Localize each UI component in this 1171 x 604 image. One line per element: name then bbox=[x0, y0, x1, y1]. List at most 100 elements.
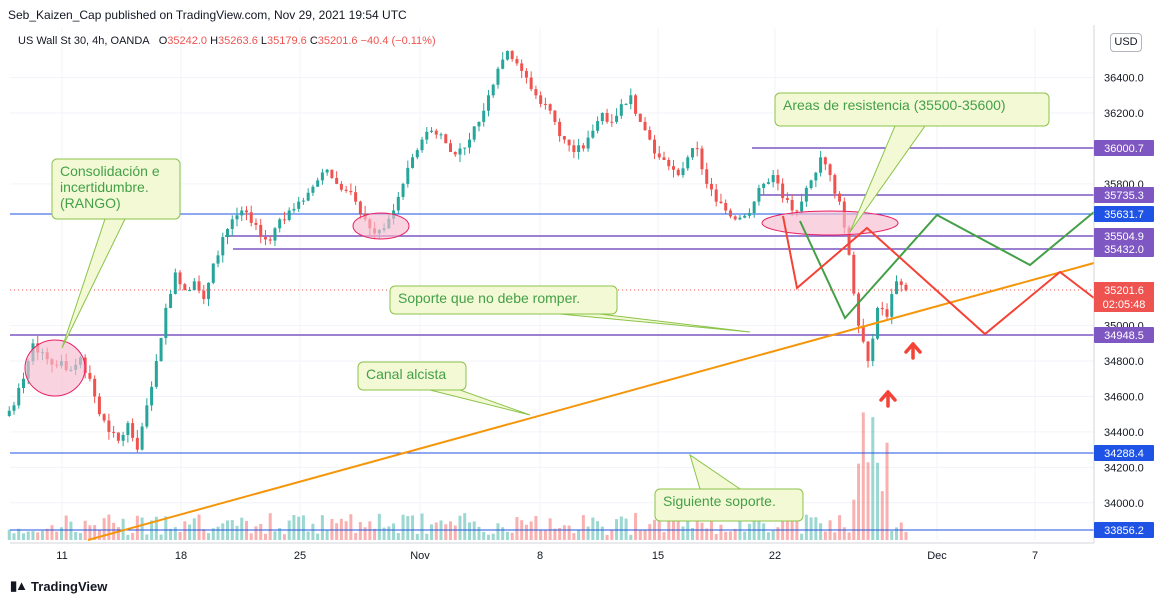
candle-body bbox=[330, 169, 334, 178]
candle-body bbox=[411, 157, 415, 168]
volume-bar bbox=[619, 516, 623, 540]
candle-body bbox=[757, 187, 761, 202]
volume-bar bbox=[809, 517, 813, 540]
volume-bar bbox=[562, 525, 566, 540]
candle-body bbox=[287, 210, 291, 220]
candle-body bbox=[121, 434, 125, 441]
candle-body bbox=[202, 290, 206, 300]
current-price-box bbox=[1094, 282, 1154, 312]
candle-body bbox=[866, 341, 870, 362]
volume-bar bbox=[207, 533, 211, 540]
time-tick-label: 8 bbox=[537, 550, 543, 562]
channel-callout-pointer bbox=[429, 389, 531, 416]
candle-body bbox=[354, 192, 358, 202]
time-tick-label: 7 bbox=[1032, 550, 1038, 562]
candle-body bbox=[719, 201, 723, 203]
candle-body bbox=[790, 199, 794, 211]
candle-body bbox=[695, 148, 699, 150]
volume-bar bbox=[382, 527, 386, 540]
consolidation-callout-text: (RANGO) bbox=[60, 195, 121, 211]
volume-bar bbox=[145, 534, 149, 540]
candle-body bbox=[453, 152, 457, 155]
candle-body bbox=[543, 103, 547, 105]
candle-body bbox=[591, 130, 595, 138]
price-label-text: 34288.4 bbox=[1104, 448, 1144, 460]
volume-bar bbox=[131, 533, 135, 540]
volume-bar bbox=[752, 516, 756, 540]
volume-bar bbox=[690, 528, 694, 540]
candle-body bbox=[116, 432, 120, 441]
volume-bar bbox=[624, 518, 628, 540]
candle-body bbox=[634, 95, 638, 114]
volume-bar bbox=[842, 527, 846, 540]
candle-body bbox=[781, 183, 785, 199]
volume-bar bbox=[572, 533, 576, 540]
candle-body bbox=[88, 372, 92, 379]
channel-callout-box bbox=[357, 361, 467, 391]
candle-body bbox=[173, 272, 177, 294]
volume-bar bbox=[743, 531, 747, 540]
publisher-line: Seb_Kaizen_Cap published on TradingView.… bbox=[8, 8, 407, 22]
candle-body bbox=[847, 227, 851, 255]
volume-bar bbox=[306, 531, 310, 540]
volume-bar bbox=[510, 532, 514, 540]
volume-bar bbox=[577, 529, 581, 540]
time-tick-label: 22 bbox=[769, 550, 781, 562]
candle-body bbox=[752, 201, 756, 214]
channel-callout-text: Canal alcista bbox=[366, 366, 446, 382]
candle-body bbox=[268, 239, 272, 241]
volume-bar bbox=[472, 521, 476, 540]
price-label-box bbox=[1094, 187, 1154, 203]
tradingview-logo[interactable]: ▮▲ TradingView bbox=[10, 578, 107, 594]
volume-bar bbox=[596, 521, 600, 540]
candle-body bbox=[434, 130, 438, 135]
resistance-callout-box bbox=[774, 92, 1050, 127]
volume-bar bbox=[7, 529, 11, 540]
candle-body bbox=[145, 405, 149, 427]
volume-bar bbox=[467, 522, 471, 540]
volume-bar bbox=[349, 514, 353, 540]
price-time-axis: 36400.036200.035800.035000.034800.034600… bbox=[10, 25, 1154, 562]
candle-body bbox=[406, 167, 410, 184]
candle-body bbox=[539, 95, 543, 104]
red-projection-path bbox=[782, 215, 1095, 336]
candle-body bbox=[178, 272, 182, 285]
price-label-box bbox=[1094, 241, 1154, 257]
volume-bar bbox=[415, 533, 419, 540]
volume-bar bbox=[169, 528, 173, 540]
volume-bar bbox=[377, 513, 381, 540]
candle-body bbox=[7, 410, 11, 416]
ohlc-legend: US Wall St 30, 4h, OANDA O35242.0 H35263… bbox=[18, 35, 436, 47]
volume-bar bbox=[771, 530, 775, 540]
candle-body bbox=[263, 237, 267, 240]
candle-body bbox=[857, 293, 861, 326]
low-label: L bbox=[260, 35, 267, 47]
tradingview-logo-icon: ▮▲ bbox=[10, 578, 28, 593]
candle-body bbox=[467, 139, 471, 148]
candle-body bbox=[567, 139, 571, 146]
candle-body bbox=[586, 137, 590, 149]
candle-body bbox=[795, 210, 799, 212]
candle-body bbox=[705, 169, 709, 184]
time-tick-label: 25 bbox=[294, 550, 306, 562]
next-support-callout-pointer bbox=[689, 453, 742, 490]
candle-body bbox=[515, 59, 519, 64]
volume-bar bbox=[558, 527, 562, 540]
price-label-box bbox=[1094, 445, 1154, 461]
volume-bar bbox=[463, 513, 467, 540]
currency-button[interactable]: USD bbox=[1110, 33, 1142, 52]
current-price-text: 35201.6 bbox=[1104, 285, 1144, 297]
candle-body bbox=[401, 183, 405, 197]
volume-bar bbox=[164, 516, 168, 540]
candle-body bbox=[344, 189, 348, 191]
candle-body bbox=[420, 139, 424, 151]
candle-body bbox=[107, 420, 111, 432]
volume-bar bbox=[766, 532, 770, 540]
resistance-callout-text: Areas de resistencia (35500-35600) bbox=[783, 97, 1006, 113]
candle-body bbox=[871, 338, 875, 362]
volume-bar bbox=[643, 529, 647, 540]
volume-bar bbox=[714, 534, 718, 540]
candle-body bbox=[577, 145, 581, 153]
volume-bar bbox=[444, 524, 448, 540]
